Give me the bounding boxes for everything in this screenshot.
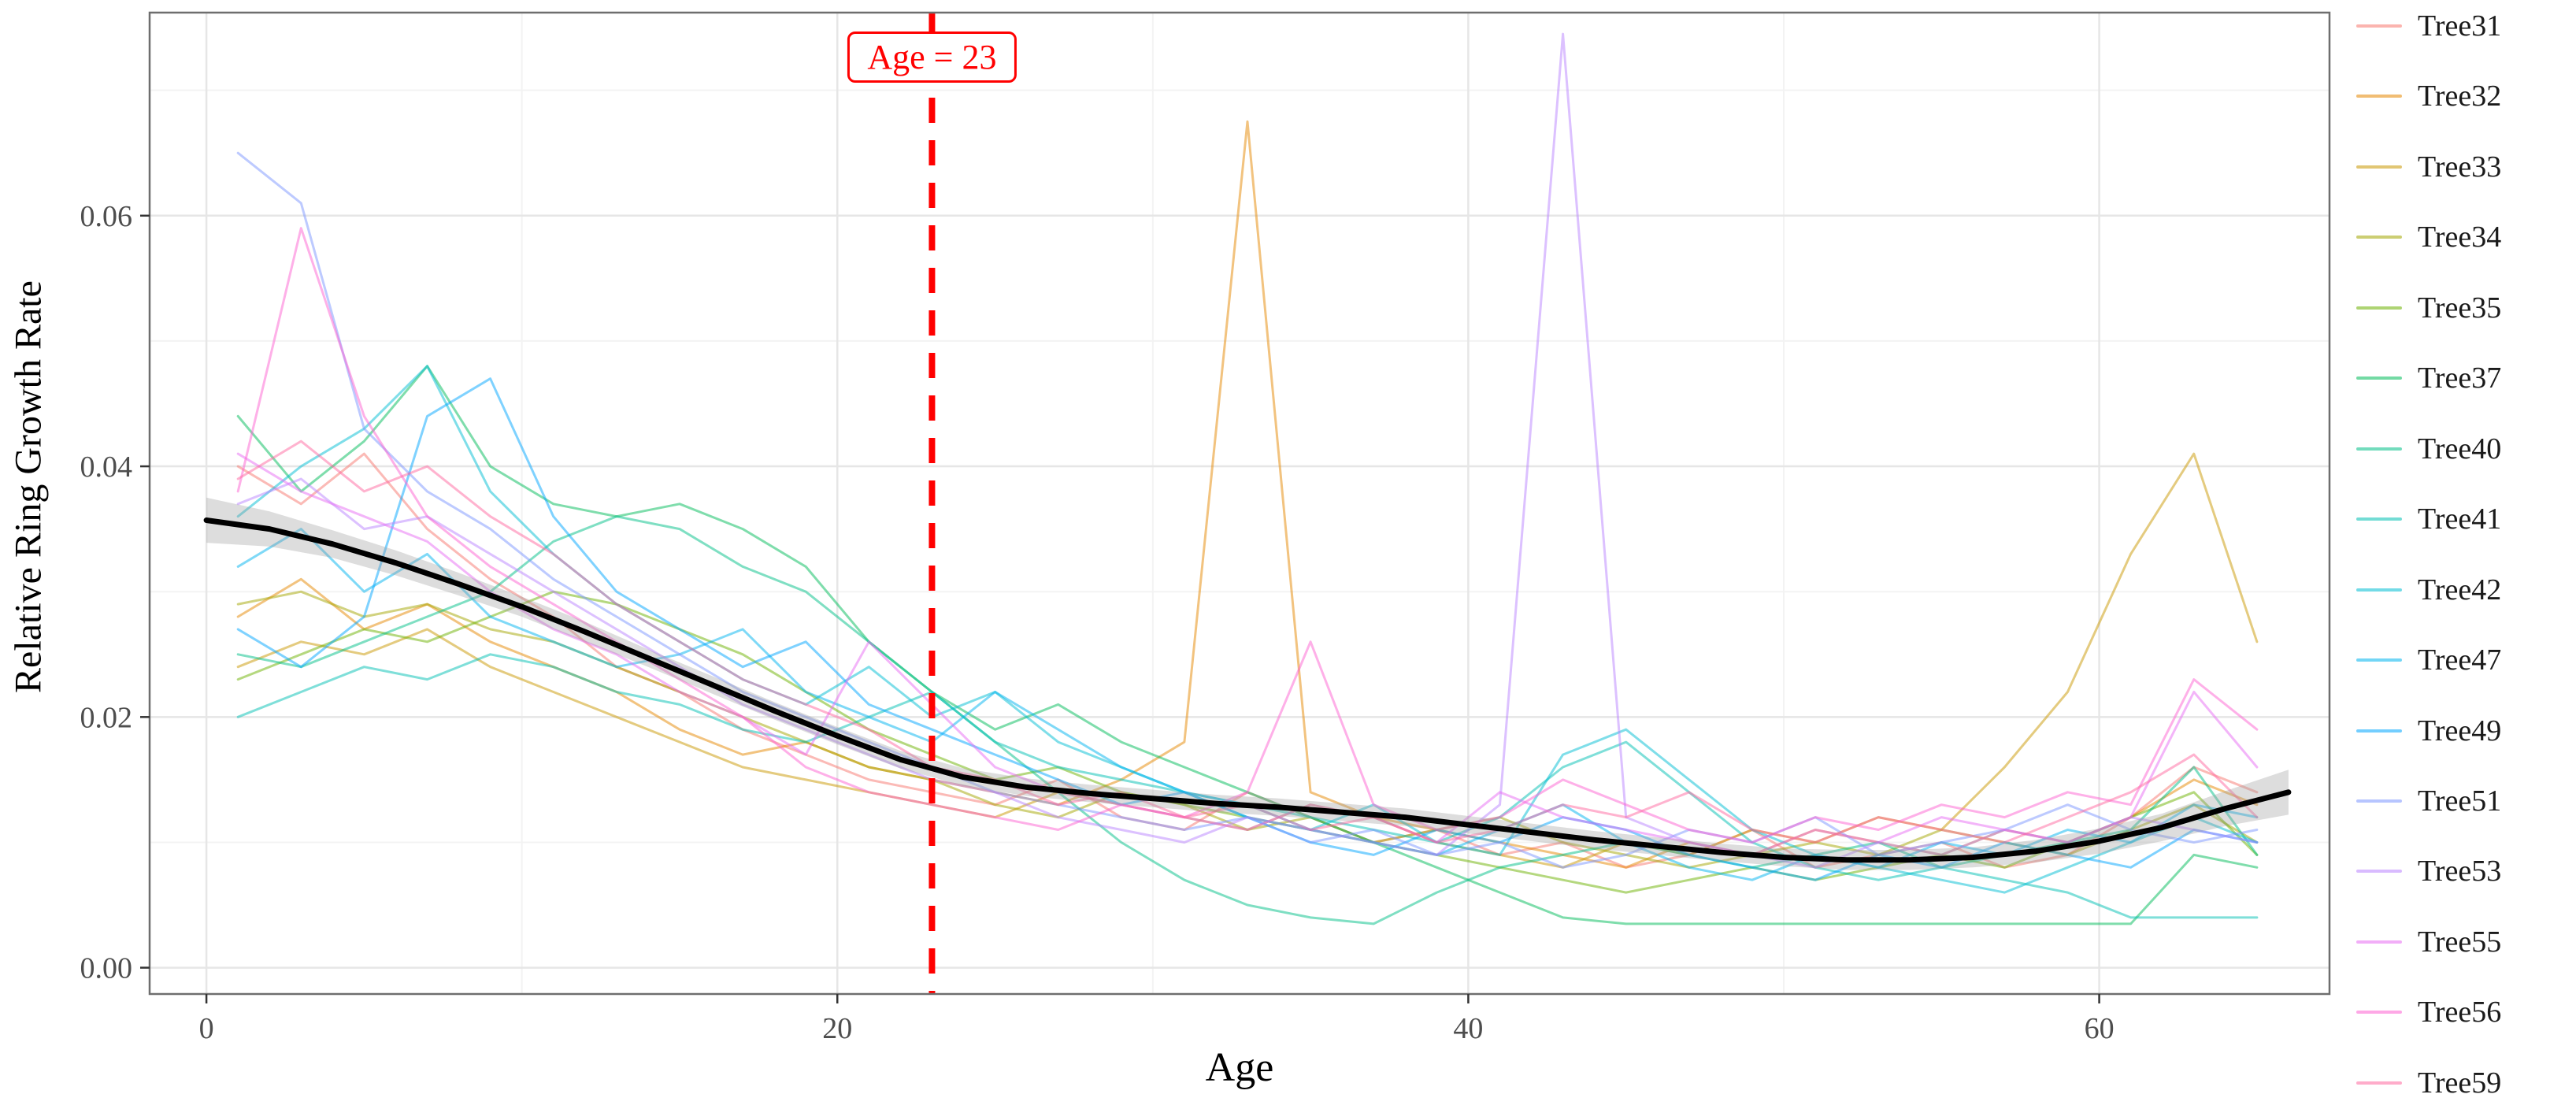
legend-label: Tree41 [2418, 503, 2502, 536]
legend-label: Tree40 [2418, 432, 2502, 465]
legend-label: Tree47 [2418, 644, 2502, 677]
legend-item-tree42: Tree42 [2356, 575, 2501, 605]
legend-key-line [2356, 870, 2402, 873]
legend-label: Tree35 [2418, 291, 2502, 325]
y-tick-label: 0.06 [80, 200, 133, 233]
legend-key-line [2356, 306, 2402, 310]
legend-label: Tree33 [2418, 150, 2502, 184]
smooth-trend-line [203, 517, 2292, 863]
legend-key-line [2356, 588, 2402, 592]
legend-label: Tree51 [2418, 784, 2502, 818]
legend-key-line [2356, 799, 2402, 803]
legend-item-tree55: Tree55 [2356, 927, 2501, 957]
x-tick-label: 0 [199, 1012, 214, 1045]
legend-key-line [2356, 1011, 2402, 1014]
legend-label: Tree56 [2418, 996, 2502, 1029]
legend-item-tree34: Tree34 [2356, 222, 2501, 252]
legend-key-line [2356, 447, 2402, 451]
legend-item-tree56: Tree56 [2356, 997, 2501, 1027]
legend-label: Tree32 [2418, 80, 2502, 113]
legend-label: Tree59 [2418, 1066, 2502, 1100]
legend-key-line [2356, 517, 2402, 521]
legend-item-tree37: Tree37 [2356, 363, 2501, 393]
legend-label: Tree53 [2418, 855, 2502, 888]
legend-label: Tree55 [2418, 925, 2502, 959]
legend-key-line [2356, 95, 2402, 98]
y-tick-label: 0.04 [80, 451, 133, 484]
series-line-tree53 [236, 32, 2259, 869]
legend-item-tree40: Tree40 [2356, 434, 2501, 464]
legend-item-tree59: Tree59 [2356, 1068, 2501, 1098]
legend-key-line [2356, 236, 2402, 239]
legend-item-tree49: Tree49 [2356, 716, 2501, 746]
legend-label: Tree42 [2418, 573, 2502, 606]
x-tick-label: 20 [822, 1012, 852, 1045]
legend-key-line [2356, 729, 2402, 733]
legend-item-tree41: Tree41 [2356, 504, 2501, 534]
panel-border [148, 11, 2331, 996]
panel-background [150, 13, 2330, 994]
legend-label: Tree49 [2418, 714, 2502, 747]
x-tick-label: 60 [2085, 1012, 2115, 1045]
legend-item-tree47: Tree47 [2356, 645, 2501, 675]
legend-item-tree53: Tree53 [2356, 856, 2501, 886]
legend-key-line [2356, 24, 2402, 28]
y-tick-label: 0.00 [80, 952, 133, 985]
y-tick-label: 0.02 [80, 701, 133, 734]
legend-label: Tree37 [2418, 362, 2502, 395]
series-line-tree56 [236, 227, 2259, 844]
legend-key-line [2356, 165, 2402, 169]
vline-annotation: Age = 23 [847, 32, 1017, 83]
x-axis-title: Age [1205, 1045, 1274, 1090]
legend: Tree31 Tree32 Tree33 Tree34 Tree35 Tree37 Tree… [2356, 11, 2501, 1098]
legend-key-line [2356, 940, 2402, 944]
legend-label: Tree34 [2418, 221, 2502, 254]
legend-item-tree51: Tree51 [2356, 786, 2501, 816]
legend-item-tree35: Tree35 [2356, 293, 2501, 323]
smooth-confidence-band [206, 497, 2289, 870]
x-tick-label: 40 [1453, 1012, 1483, 1045]
legend-item-tree33: Tree33 [2356, 152, 2501, 182]
y-axis-title: Relative Ring Growth Rate [7, 280, 50, 693]
legend-key-line [2356, 376, 2402, 380]
legend-label: Tree31 [2418, 9, 2502, 43]
legend-key-line [2356, 658, 2402, 662]
legend-item-tree32: Tree32 [2356, 81, 2501, 111]
legend-item-tree31: Tree31 [2356, 11, 2501, 41]
legend-key-line [2356, 1081, 2402, 1085]
